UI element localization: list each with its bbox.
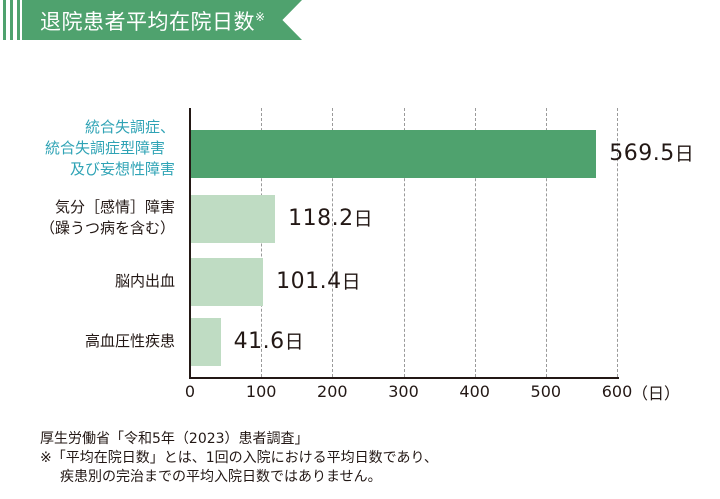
category-label-intracerebral-hemorrhage: 脳内出血 bbox=[114, 272, 175, 290]
bar-value-label: 118.2日 bbox=[288, 206, 374, 231]
y-axis bbox=[189, 108, 191, 379]
gridline bbox=[617, 108, 618, 377]
definition-note: ※「平均在院日数」とは、1回の入院における平均日数であり、 bbox=[40, 450, 438, 466]
chart-title: 退院患者平均在院日数※ bbox=[40, 10, 266, 34]
banner-stripe bbox=[10, 0, 13, 40]
bar bbox=[191, 195, 276, 243]
title-banner: 退院患者平均在院日数※ bbox=[0, 0, 302, 40]
banner-body bbox=[22, 0, 302, 40]
x-tick-label: 0 bbox=[184, 382, 196, 401]
bar bbox=[191, 318, 221, 366]
banner-stripe bbox=[17, 0, 20, 40]
bar-value-label: 101.4日 bbox=[276, 269, 362, 294]
gridline bbox=[403, 108, 405, 377]
x-tick-label: 100 bbox=[245, 382, 277, 401]
x-tick-label: 300 bbox=[388, 382, 419, 401]
bar-value-label: 569.5日 bbox=[609, 141, 695, 166]
gridline bbox=[332, 108, 334, 377]
gridline bbox=[474, 108, 476, 377]
x-tick-label: 200 bbox=[317, 382, 348, 401]
x-axis-unit: （日） bbox=[632, 384, 681, 403]
gridline bbox=[545, 108, 547, 377]
footer-notes: 厚生労働省「令和5年（2023）患者調査」 ※「平均在院日数」とは、1回の入院に… bbox=[40, 430, 438, 487]
x-tick-label: 600 bbox=[601, 382, 633, 401]
x-tick-label: 400 bbox=[459, 382, 490, 401]
category-label-hypertensive-disease: 高血圧性疾患 bbox=[84, 332, 175, 350]
x-tick-label: 500 bbox=[530, 382, 562, 401]
source-note: 厚生労働省「令和5年（2023）患者調査」 bbox=[40, 431, 309, 447]
bar-value-label: 41.6日 bbox=[233, 329, 305, 354]
bar bbox=[191, 258, 264, 306]
category-label-schizophrenia: 統合失調症、 統合失調症型障害 及び妄想性障害 bbox=[44, 118, 175, 178]
definition-note-cont: 疾患別の完治までの平均入院日数ではありません。 bbox=[60, 469, 382, 485]
x-axis bbox=[189, 377, 619, 379]
bar bbox=[191, 130, 597, 178]
banner-stripe bbox=[3, 0, 6, 40]
category-label-mood-disorder: 気分［感情］障害 （躁うつ病を含む） bbox=[39, 198, 175, 237]
